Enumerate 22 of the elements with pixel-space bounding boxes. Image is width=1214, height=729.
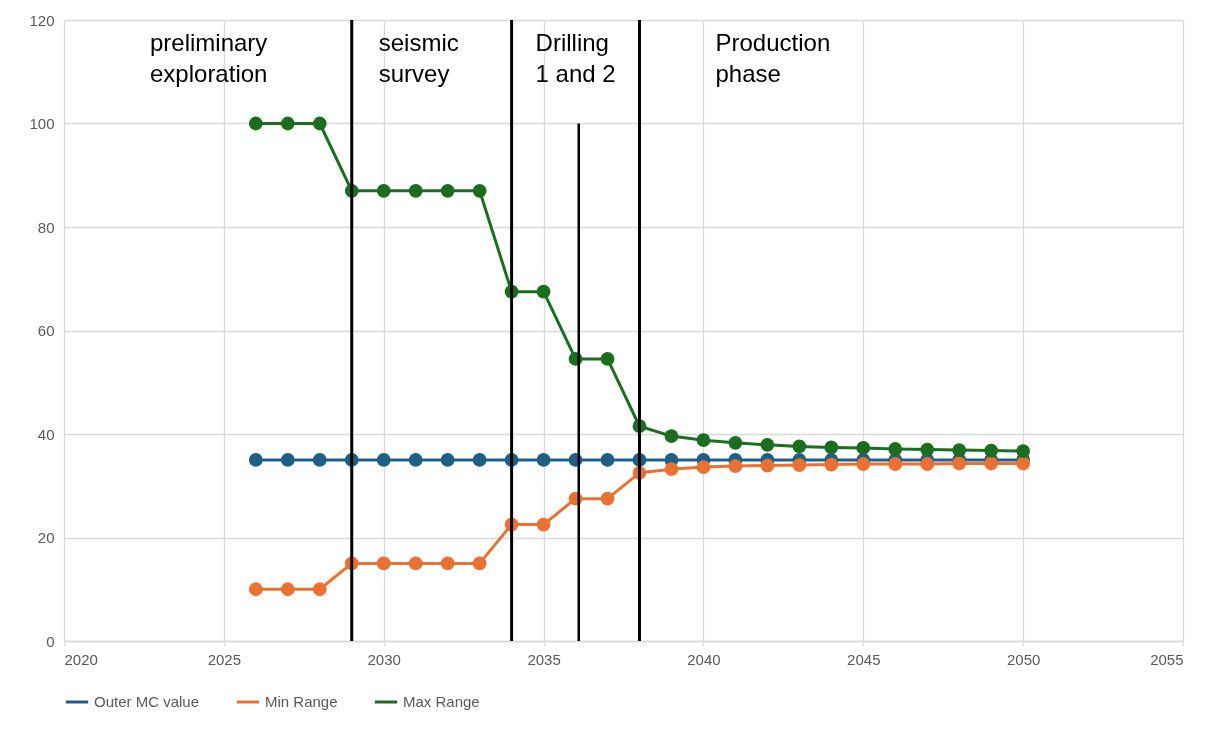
- y-tick-label: 40: [37, 425, 55, 443]
- legend-label: Max Range: [403, 693, 480, 710]
- annotation: Production phase: [715, 29, 831, 87]
- legend-label: Min Range: [265, 693, 338, 710]
- y-tick-label: 120: [29, 11, 55, 29]
- x-tick-label: 2035: [527, 650, 561, 668]
- y-tick-label: 80: [37, 218, 55, 236]
- x-tick-label: 2055: [1150, 650, 1184, 668]
- x-tick-label: 2050: [1006, 650, 1041, 668]
- x-tick-label: 2040: [687, 650, 721, 668]
- annotation: preliminary exploration: [150, 29, 268, 87]
- legend-label: Outer MC value: [94, 693, 200, 710]
- x-tick-label: 2030: [367, 650, 401, 668]
- y-tick-label: 60: [37, 322, 55, 339]
- y-tick-label: 100: [29, 115, 55, 132]
- annotation: seismic survey: [378, 29, 459, 87]
- x-tick-label: 2025: [207, 650, 242, 668]
- y-tick-label: 0: [46, 632, 55, 650]
- x-tick-label: 2020: [64, 650, 98, 668]
- annotation: Drilling 1 and 2: [535, 29, 616, 87]
- x-tick-label: 2045: [847, 650, 881, 668]
- y-tick-label: 20: [37, 529, 55, 546]
